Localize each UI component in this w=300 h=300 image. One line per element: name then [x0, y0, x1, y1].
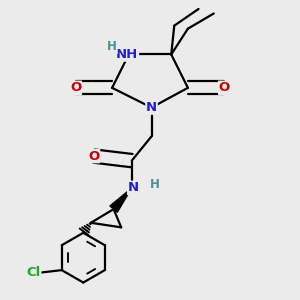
Text: H: H	[150, 178, 160, 191]
Text: N: N	[146, 101, 157, 114]
Text: H: H	[107, 40, 117, 53]
Text: O: O	[70, 81, 81, 94]
Text: N: N	[128, 182, 139, 194]
Text: O: O	[219, 81, 230, 94]
Text: O: O	[88, 150, 100, 163]
Text: Cl: Cl	[26, 266, 41, 279]
Text: NH: NH	[116, 48, 138, 61]
Polygon shape	[110, 188, 132, 212]
